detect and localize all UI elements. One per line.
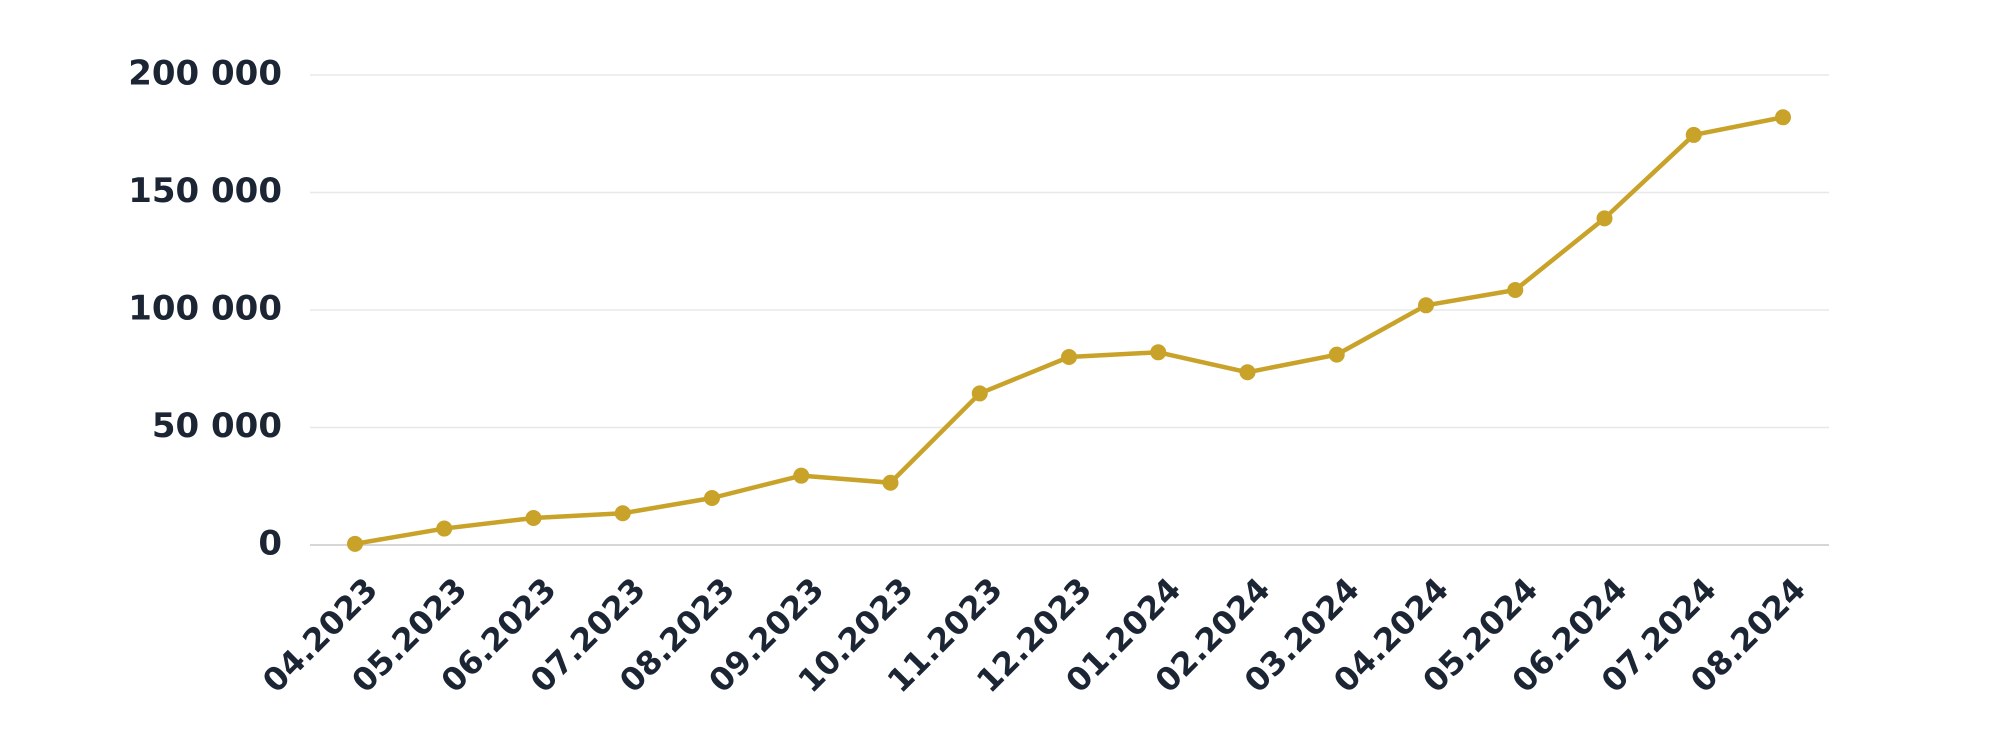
- point: [1328, 346, 1345, 363]
- point: [436, 520, 453, 537]
- y-tick-label: 0: [258, 524, 282, 564]
- y-tick-label: 200 000: [128, 54, 282, 94]
- point: [971, 385, 988, 402]
- point: [1685, 126, 1702, 143]
- y-tick-label: 50 000: [152, 406, 282, 446]
- point: [1596, 210, 1613, 227]
- point: [347, 535, 363, 552]
- point: [614, 505, 631, 522]
- point: [1775, 109, 1791, 126]
- point: [1150, 344, 1167, 361]
- point: [1239, 364, 1256, 381]
- line: [354, 115, 1784, 547]
- point: [704, 490, 720, 506]
- point: [525, 509, 542, 526]
- y-tick-label: 100 000: [128, 289, 282, 329]
- point: [793, 467, 810, 484]
- y-tick-label: 150 000: [128, 171, 282, 211]
- point: [1507, 282, 1524, 299]
- point: [1418, 297, 1434, 314]
- point: [1061, 349, 1077, 365]
- point: [882, 474, 899, 491]
